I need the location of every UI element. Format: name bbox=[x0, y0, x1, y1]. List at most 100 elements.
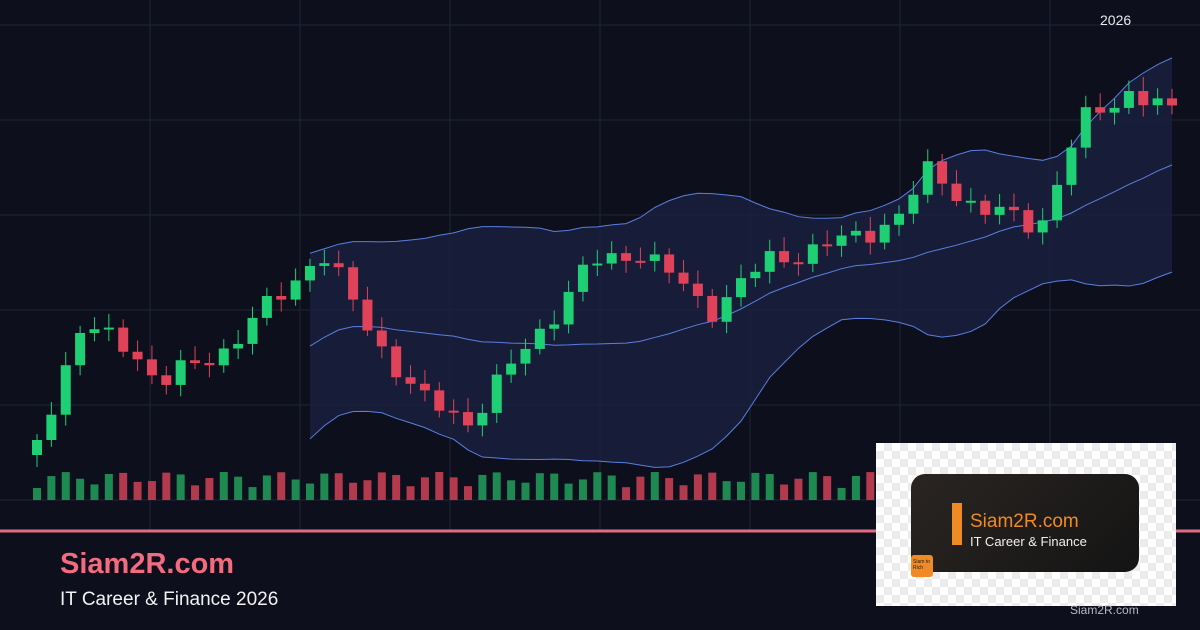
volume-bar bbox=[751, 472, 760, 500]
candle bbox=[376, 330, 387, 347]
candle bbox=[304, 265, 315, 281]
brand-title: Siam2R.com bbox=[60, 548, 235, 580]
candle bbox=[649, 254, 660, 261]
volume-bar bbox=[162, 472, 171, 500]
year-label: 2026 bbox=[1100, 12, 1132, 28]
logo-badge: Siam to Rich bbox=[911, 555, 933, 577]
candle bbox=[1037, 220, 1048, 233]
band-line bbox=[309, 271, 1173, 468]
volume-bar bbox=[564, 483, 573, 500]
candle bbox=[692, 283, 703, 296]
candle bbox=[1138, 91, 1149, 106]
candle bbox=[290, 280, 301, 300]
candle bbox=[1080, 107, 1091, 148]
candle bbox=[247, 317, 258, 344]
volume-bar bbox=[133, 481, 142, 500]
volume-bar bbox=[578, 479, 587, 500]
candle bbox=[879, 224, 890, 243]
candle bbox=[362, 299, 373, 331]
logo-tagline: IT Career & Finance bbox=[970, 534, 1087, 549]
candle bbox=[233, 343, 244, 349]
candle bbox=[75, 332, 86, 366]
volume-bar bbox=[363, 480, 372, 500]
volume-bar bbox=[765, 474, 774, 500]
candle bbox=[1095, 107, 1106, 113]
candle bbox=[319, 263, 330, 266]
candle bbox=[764, 251, 775, 272]
candle bbox=[592, 263, 603, 266]
volume-bar bbox=[679, 485, 688, 500]
volume-bar bbox=[449, 477, 458, 500]
candle bbox=[922, 161, 933, 195]
volume-bar bbox=[693, 474, 702, 500]
volume-bar bbox=[780, 484, 789, 500]
volume-bar bbox=[650, 472, 659, 500]
candle bbox=[721, 297, 732, 322]
logo-title: Siam2R.com bbox=[970, 511, 1079, 532]
band-line bbox=[309, 57, 1173, 254]
candle bbox=[1152, 98, 1163, 106]
volume-bar bbox=[262, 475, 271, 500]
candle bbox=[161, 375, 172, 385]
candle bbox=[218, 348, 229, 366]
candle bbox=[463, 412, 474, 426]
candle bbox=[276, 296, 287, 300]
candle bbox=[678, 272, 689, 284]
candle bbox=[707, 295, 718, 322]
volume-bar bbox=[219, 472, 228, 500]
volume-bar bbox=[550, 473, 559, 500]
candle bbox=[132, 351, 143, 360]
candle bbox=[1052, 184, 1063, 221]
volume-bar bbox=[47, 476, 56, 500]
logo-panel: Siam2R.com IT Career & Finance Siam to R… bbox=[876, 443, 1176, 606]
candle bbox=[894, 213, 905, 225]
candle bbox=[146, 359, 157, 376]
volume-bar bbox=[808, 472, 817, 500]
candle bbox=[563, 291, 574, 325]
candle bbox=[1023, 210, 1034, 233]
candle bbox=[534, 328, 545, 349]
candle bbox=[1167, 98, 1177, 106]
volume-bar bbox=[392, 474, 401, 500]
candle bbox=[549, 324, 560, 329]
candle bbox=[850, 230, 861, 236]
volume-bar bbox=[320, 473, 329, 500]
logo-card: Siam2R.com IT Career & Finance bbox=[911, 474, 1139, 572]
candle bbox=[965, 200, 976, 203]
volume-bar bbox=[277, 472, 286, 500]
volume-bar bbox=[119, 472, 128, 500]
volume-bar bbox=[147, 481, 156, 500]
volume-bar bbox=[76, 478, 85, 500]
candle bbox=[60, 365, 71, 415]
volume-bar bbox=[305, 483, 314, 500]
volume-bar bbox=[607, 475, 616, 500]
candle bbox=[103, 327, 114, 330]
candle bbox=[664, 254, 675, 273]
candle bbox=[261, 296, 272, 318]
volume-bar bbox=[406, 486, 415, 500]
candle bbox=[1008, 206, 1019, 211]
candle bbox=[951, 183, 962, 201]
candle bbox=[1066, 147, 1077, 185]
candle bbox=[204, 362, 215, 366]
watermark: Siam2R.com bbox=[1070, 603, 1139, 617]
candle bbox=[980, 200, 991, 215]
candle bbox=[735, 278, 746, 298]
candle bbox=[506, 363, 517, 375]
candle bbox=[779, 251, 790, 263]
candle bbox=[750, 271, 761, 279]
candle bbox=[822, 244, 833, 247]
volume-bar bbox=[377, 472, 386, 500]
volume-bar bbox=[665, 478, 674, 500]
volume-bar bbox=[104, 473, 113, 500]
volume-bar bbox=[736, 481, 745, 500]
volume-bar bbox=[478, 474, 487, 500]
candle bbox=[836, 235, 847, 246]
candle bbox=[118, 327, 129, 352]
volume-bar bbox=[722, 481, 731, 500]
volume-bar bbox=[492, 472, 501, 500]
volume-bar bbox=[90, 484, 99, 500]
volume-bar bbox=[593, 472, 602, 500]
candle bbox=[391, 346, 402, 378]
